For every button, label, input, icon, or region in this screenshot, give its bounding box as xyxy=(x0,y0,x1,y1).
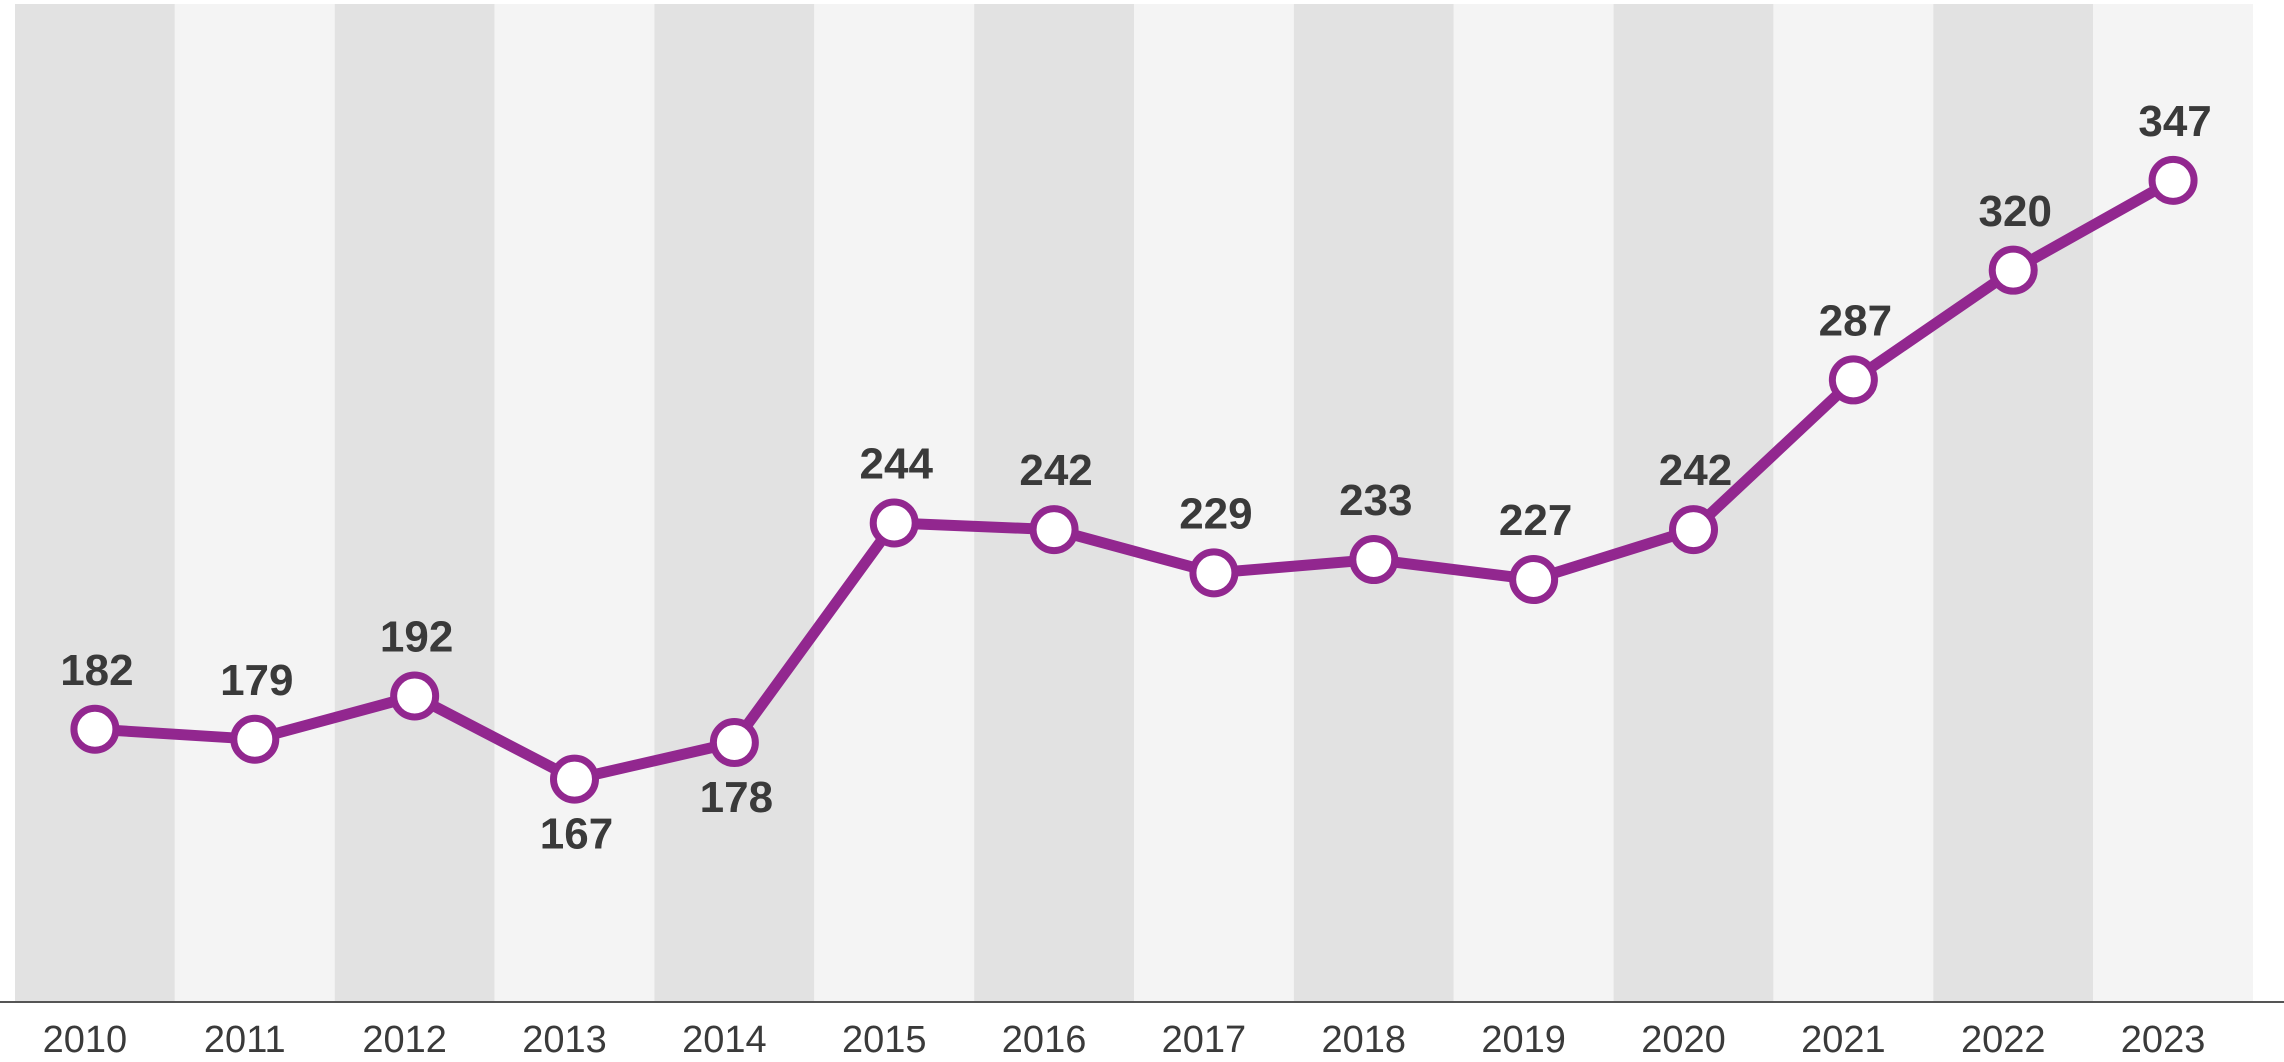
band xyxy=(654,4,815,1002)
x-tick-label: 2013 xyxy=(522,1019,607,1061)
band xyxy=(15,4,175,1002)
point xyxy=(709,718,759,768)
data-label: 227 xyxy=(1499,496,1572,545)
data-label: 347 xyxy=(2138,97,2211,146)
data-label: 192 xyxy=(380,613,453,662)
data-label: 167 xyxy=(540,810,613,859)
x-tick-label: 2010 xyxy=(43,1019,128,1061)
band xyxy=(1933,4,2094,1002)
data-label: 182 xyxy=(60,646,133,695)
point xyxy=(1669,505,1718,555)
data-label: 242 xyxy=(1019,446,1092,495)
point xyxy=(1029,505,1079,555)
data-label: 178 xyxy=(700,773,773,822)
x-tick-label: 2018 xyxy=(1322,1019,1407,1061)
data-label: 320 xyxy=(1979,187,2052,236)
point xyxy=(1509,555,1559,605)
data-label: 179 xyxy=(220,656,293,705)
x-tick-label: 2015 xyxy=(842,1019,927,1061)
point xyxy=(1988,245,2038,295)
band xyxy=(1613,4,1774,1002)
point xyxy=(2148,155,2198,205)
data-label: 242 xyxy=(1659,446,1732,495)
point xyxy=(550,754,599,804)
band xyxy=(1453,4,1614,1002)
point xyxy=(869,498,919,548)
point xyxy=(70,704,120,754)
point xyxy=(1189,548,1239,598)
x-tick-label: 2022 xyxy=(1961,1019,2046,1061)
x-tick-label: 2023 xyxy=(2121,1019,2206,1061)
point xyxy=(230,714,280,764)
band xyxy=(1773,4,1934,1002)
x-tick-label: 2021 xyxy=(1801,1019,1886,1061)
data-label: 287 xyxy=(1819,297,1892,346)
data-label: 229 xyxy=(1179,489,1252,538)
x-tick-label: 2014 xyxy=(682,1019,767,1061)
x-tick-label: 2020 xyxy=(1641,1019,1726,1061)
band xyxy=(1293,4,1454,1002)
band xyxy=(974,4,1134,1002)
x-tick-label: 2012 xyxy=(362,1019,447,1061)
line xyxy=(94,175,2176,785)
x-tick-label: 2019 xyxy=(1481,1019,1566,1061)
x-tick-label: 2017 xyxy=(1162,1019,1247,1061)
point xyxy=(1828,355,1878,405)
x-tick-label: 2011 xyxy=(204,1019,286,1061)
point xyxy=(1349,535,1399,585)
x-tick-label: 2016 xyxy=(1002,1019,1087,1061)
data-label: 244 xyxy=(860,440,934,489)
band xyxy=(174,4,335,1002)
band xyxy=(1134,4,1294,1002)
band xyxy=(2093,4,2253,1002)
data-label: 233 xyxy=(1339,476,1412,525)
band xyxy=(334,4,495,1002)
point xyxy=(390,671,440,721)
band xyxy=(494,4,655,1002)
